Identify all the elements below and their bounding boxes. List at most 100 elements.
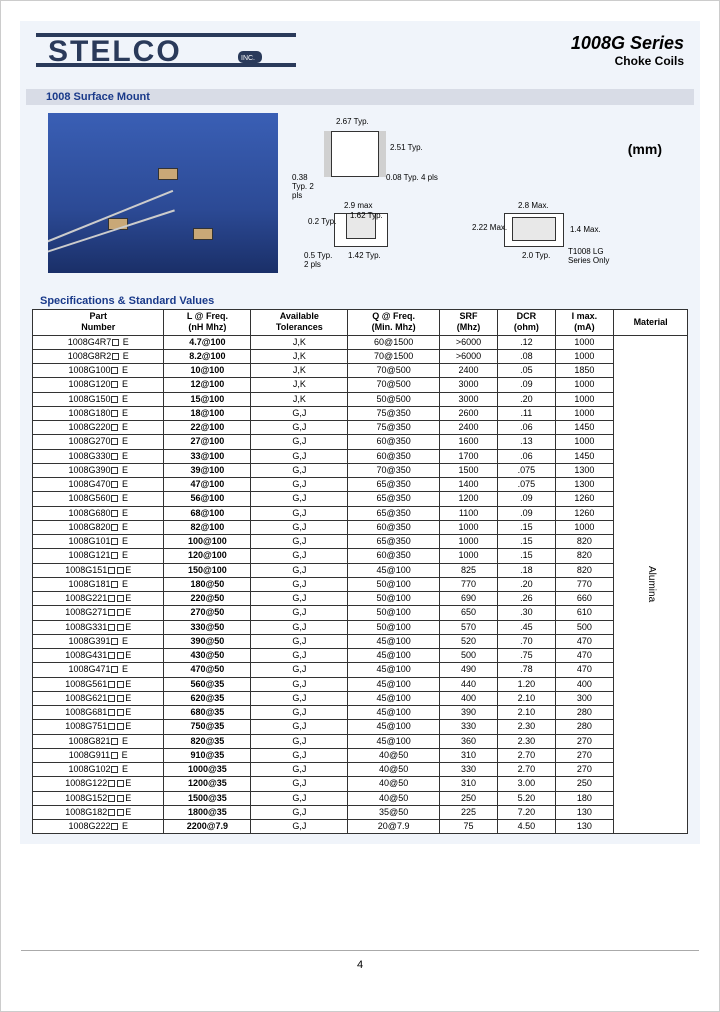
col-header: Q @ Freq.(Min. Mhz) [348, 310, 440, 336]
table-cell: 70@350 [348, 463, 440, 477]
table-row: 1008G470 E47@100G,J65@3501400.0751300 [33, 478, 688, 492]
col-header: L @ Freq.(nH Mhz) [164, 310, 251, 336]
table-cell: J,K [251, 378, 348, 392]
table-cell: .15 [498, 549, 556, 563]
col-header: SRF(Mhz) [440, 310, 498, 336]
table-cell: 770 [555, 577, 614, 591]
table-cell: 1008G821 E [33, 734, 164, 748]
table-cell: G,J [251, 820, 348, 834]
table-cell: G,J [251, 449, 348, 463]
table-cell: 70@1500 [348, 349, 440, 363]
table-cell: 1200@35 [164, 777, 251, 791]
table-cell: 1008G220 E [33, 421, 164, 435]
table-row: 1008G4R7 E4.7@100J,K60@1500>6000.121000A… [33, 335, 688, 349]
table-cell: 470@50 [164, 663, 251, 677]
table-cell: 47@100 [164, 478, 251, 492]
table-cell: 33@100 [164, 449, 251, 463]
table-cell: G,J [251, 691, 348, 705]
table-cell: J,K [251, 364, 348, 378]
table-cell: 150@100 [164, 563, 251, 577]
table-cell: 1500@35 [164, 791, 251, 805]
table-cell: 1450 [555, 421, 614, 435]
table-row: 1008G102 E1000@35G,J40@503302.70270 [33, 763, 688, 777]
table-cell: 1008G152E [33, 791, 164, 805]
table-cell: .20 [498, 392, 556, 406]
header: STELCO INC. 1008G Series Choke Coils [20, 21, 700, 83]
table-cell: 1260 [555, 492, 614, 506]
dim-pad: 0.38 Typ. 2 pls [292, 173, 324, 200]
table-cell: 620@35 [164, 691, 251, 705]
table-row: 1008G391 E390@50G,J45@100520.70470 [33, 634, 688, 648]
table-row: 1008G390 E39@100G,J70@3501500.0751300 [33, 463, 688, 477]
table-cell: .12 [498, 335, 556, 349]
table-row: 1008G431E430@50G,J45@100500.75470 [33, 649, 688, 663]
table-row: 1008G471 E470@50G,J45@100490.78470 [33, 663, 688, 677]
table-cell: 1000 [440, 520, 498, 534]
table-cell: 45@100 [348, 663, 440, 677]
dim-28: 2.8 Max. [518, 201, 549, 210]
table-cell: 40@50 [348, 748, 440, 762]
table-cell: 39@100 [164, 463, 251, 477]
table-cell: 270@50 [164, 606, 251, 620]
col-header: PartNumber [33, 310, 164, 336]
table-cell: 820 [555, 535, 614, 549]
table-cell: .45 [498, 620, 556, 634]
dim-width: 2.67 Typ. [336, 117, 369, 126]
table-cell: .11 [498, 406, 556, 420]
table-cell: G,J [251, 592, 348, 606]
table-cell: 1008G680 E [33, 506, 164, 520]
table-cell: G,J [251, 463, 348, 477]
table-cell: 470 [555, 649, 614, 663]
table-cell: 1850 [555, 364, 614, 378]
table-row: 1008G911 E910@35G,J40@503102.70270 [33, 748, 688, 762]
table-cell: 60@350 [348, 435, 440, 449]
table-cell: G,J [251, 421, 348, 435]
table-cell: 330@50 [164, 620, 251, 634]
table-cell: 70@500 [348, 378, 440, 392]
table-row: 1008G101 E100@100G,J65@3501000.15820 [33, 535, 688, 549]
table-row: 1008G560 E56@100G,J65@3501200.091260 [33, 492, 688, 506]
table-cell: 1008G470 E [33, 478, 164, 492]
table-cell: 1008G121 E [33, 549, 164, 563]
dim-20: 2.0 Typ. [522, 251, 550, 260]
series-title: 1008G Series [571, 33, 684, 54]
table-cell: 1008G621E [33, 691, 164, 705]
table-cell: 70@500 [348, 364, 440, 378]
table-cell: 2.70 [498, 763, 556, 777]
table-cell: 400 [440, 691, 498, 705]
table-cell: 20@7.9 [348, 820, 440, 834]
table-cell: 45@100 [348, 734, 440, 748]
table-cell: G,J [251, 549, 348, 563]
table-cell: 390@50 [164, 634, 251, 648]
table-cell: 1008G4R7 E [33, 335, 164, 349]
table-cell: 2.10 [498, 691, 556, 705]
table-cell: 1008G431E [33, 649, 164, 663]
table-cell: G,J [251, 763, 348, 777]
table-row: 1008G120 E12@100J,K70@5003000.091000 [33, 378, 688, 392]
col-header: DCR(ohm) [498, 310, 556, 336]
table-cell: 1300 [555, 463, 614, 477]
col-header: I max.(mA) [555, 310, 614, 336]
table-cell: G,J [251, 663, 348, 677]
table-cell: .13 [498, 435, 556, 449]
table-cell: 680@35 [164, 706, 251, 720]
image-row: (mm) 2.67 Typ. 2.51 Typ. 0.38 Typ. 2 pls… [20, 113, 700, 295]
table-cell: 1008G331E [33, 620, 164, 634]
table-cell: 1000 [555, 520, 614, 534]
table-cell: 1008G820 E [33, 520, 164, 534]
table-cell: 820 [555, 563, 614, 577]
table-row: 1008G621E620@35G,J45@1004002.10300 [33, 691, 688, 705]
table-cell: 1008G330 E [33, 449, 164, 463]
table-cell: 400 [555, 677, 614, 691]
table-row: 1008G681E680@35G,J45@1003902.10280 [33, 706, 688, 720]
table-cell: >6000 [440, 335, 498, 349]
table-cell: 100@100 [164, 535, 251, 549]
table-cell: 1000 [555, 435, 614, 449]
table-cell: 4.50 [498, 820, 556, 834]
table-cell: 610 [555, 606, 614, 620]
table-cell: 82@100 [164, 520, 251, 534]
table-cell: 45@100 [348, 634, 440, 648]
table-cell: .30 [498, 606, 556, 620]
table-cell: 2600 [440, 406, 498, 420]
table-row: 1008G680 E68@100G,J65@3501100.091260 [33, 506, 688, 520]
